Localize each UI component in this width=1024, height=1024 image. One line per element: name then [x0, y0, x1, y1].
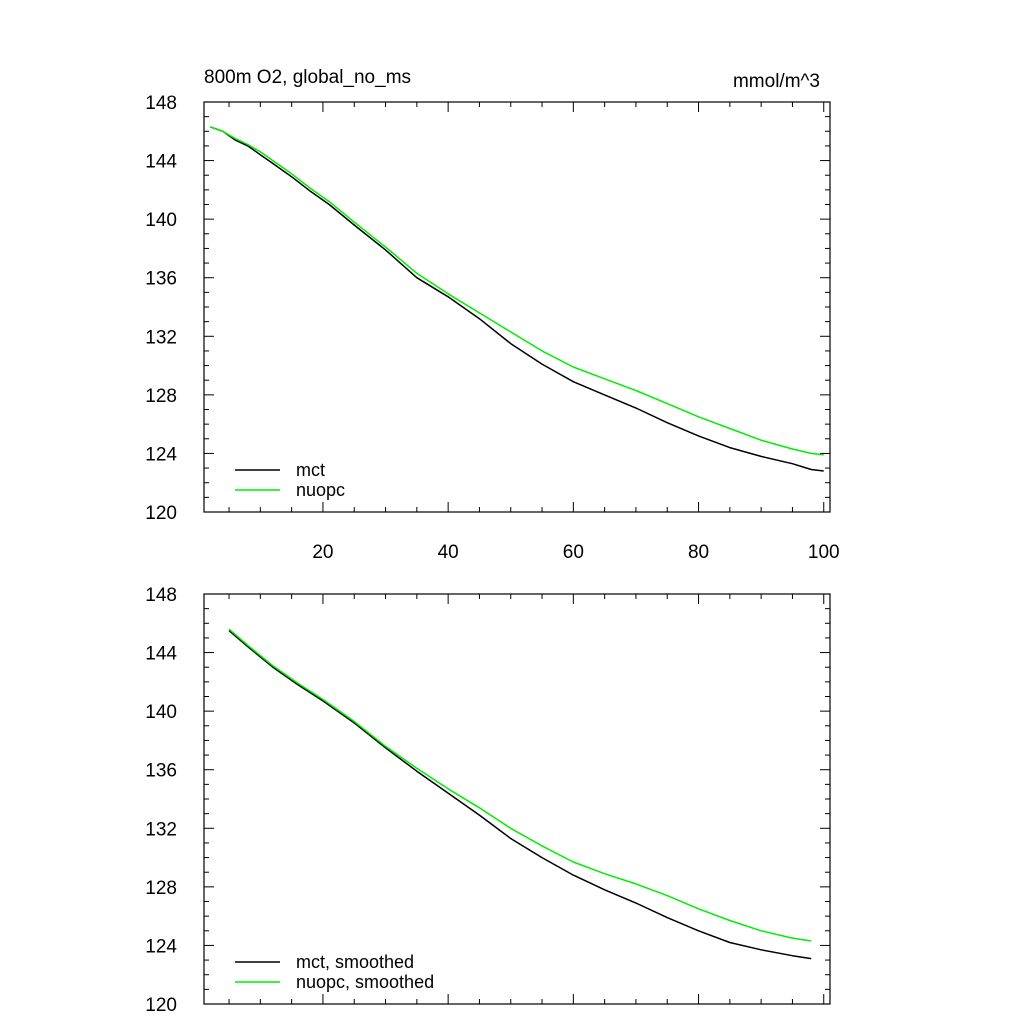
plot-frame — [203, 593, 831, 1005]
axis-tick-labels: 120 124 128 132 136 140 144 148 20 40 60 80 100 — [145, 93, 839, 563]
y-tick-label: 148 — [145, 93, 177, 114]
y-tick-label: 132 — [145, 327, 177, 348]
series-lines — [210, 126, 824, 472]
y-tick-label: 124 — [145, 936, 177, 957]
legend-label: mct, smoothed — [296, 952, 414, 972]
y-tick-label: 148 — [145, 585, 177, 606]
legend-label: nuopc, smoothed — [296, 972, 434, 992]
legend-label: mct — [296, 460, 325, 480]
axis-ticks — [204, 593, 830, 1005]
bottom-panel: 120 124 128 132 136 140 144 148 mct, smoothednu… — [145, 585, 831, 1016]
series-lines — [228, 628, 812, 960]
chart-title: 800m O2, global_no_ms — [204, 67, 411, 88]
y-tick-label: 128 — [145, 878, 177, 899]
axis-tick-labels: 120 124 128 132 136 140 144 148 — [145, 585, 177, 1016]
series-line-1 — [210, 126, 824, 456]
y-tick-label: 140 — [145, 702, 177, 723]
y-tick-label: 128 — [145, 386, 177, 407]
y-tick-label: 144 — [145, 644, 177, 665]
y-tick-label: 124 — [145, 444, 177, 465]
units-label: mmol/m^3 — [733, 71, 820, 92]
x-tick-label: 20 — [312, 542, 333, 563]
y-tick-label: 120 — [145, 995, 177, 1016]
y-tick-label: 132 — [145, 819, 177, 840]
x-tick-label: 100 — [808, 542, 840, 563]
y-tick-label: 140 — [145, 210, 177, 231]
y-tick-label: 144 — [145, 152, 177, 173]
top-panel: 800m O2, global_no_ms mmol/m^3 120 124 128… — [145, 67, 839, 563]
x-tick-label: 80 — [688, 542, 709, 563]
y-tick-label: 136 — [145, 269, 177, 290]
plot-frame — [203, 101, 831, 513]
series-line-0 — [228, 630, 812, 960]
series-line-1 — [228, 628, 812, 942]
x-tick-label: 60 — [563, 542, 584, 563]
y-tick-label: 120 — [145, 503, 177, 524]
axis-ticks — [204, 101, 830, 513]
x-tick-label: 40 — [438, 542, 459, 563]
y-tick-label: 136 — [145, 761, 177, 782]
series-line-0 — [210, 126, 824, 472]
legend-label: nuopc — [296, 480, 345, 500]
